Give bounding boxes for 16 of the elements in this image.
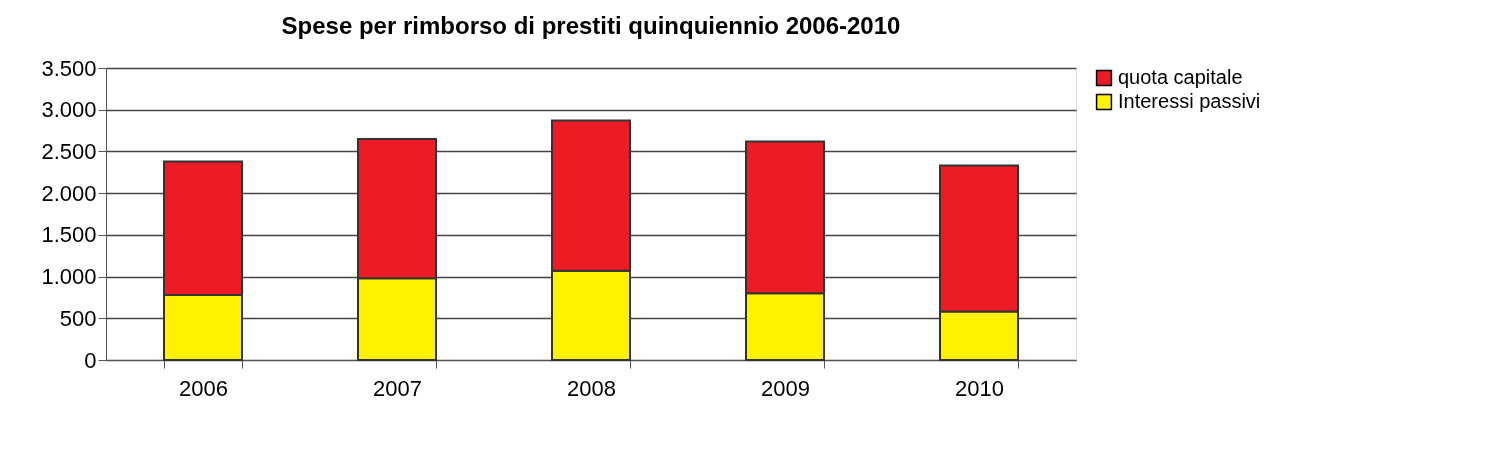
x-tick-label: 2007 (373, 375, 422, 401)
y-tick-label: 1.000 (41, 264, 97, 290)
x-tick-label: 2006 (179, 375, 228, 401)
x-tick-label: 2008 (567, 375, 616, 401)
y-tick-label: 2.500 (41, 138, 97, 164)
legend-label: quota capitale (1118, 66, 1243, 88)
x-tick-label: 2009 (761, 375, 810, 401)
x-tick-label: 2010 (955, 375, 1004, 401)
y-tick-label: 3.000 (41, 97, 97, 123)
y-tick-label: 0 (84, 347, 97, 373)
legend-label: Interessi passivi (1118, 90, 1261, 112)
chart-title: Spese per rimborso di prestiti quinquiennio 2006-2010 (281, 12, 901, 39)
y-tick-label: 2.000 (41, 180, 97, 206)
y-tick-label: 500 (59, 305, 97, 331)
y-tick-label: 3.500 (41, 55, 97, 81)
y-tick-label: 1.500 (41, 222, 97, 248)
